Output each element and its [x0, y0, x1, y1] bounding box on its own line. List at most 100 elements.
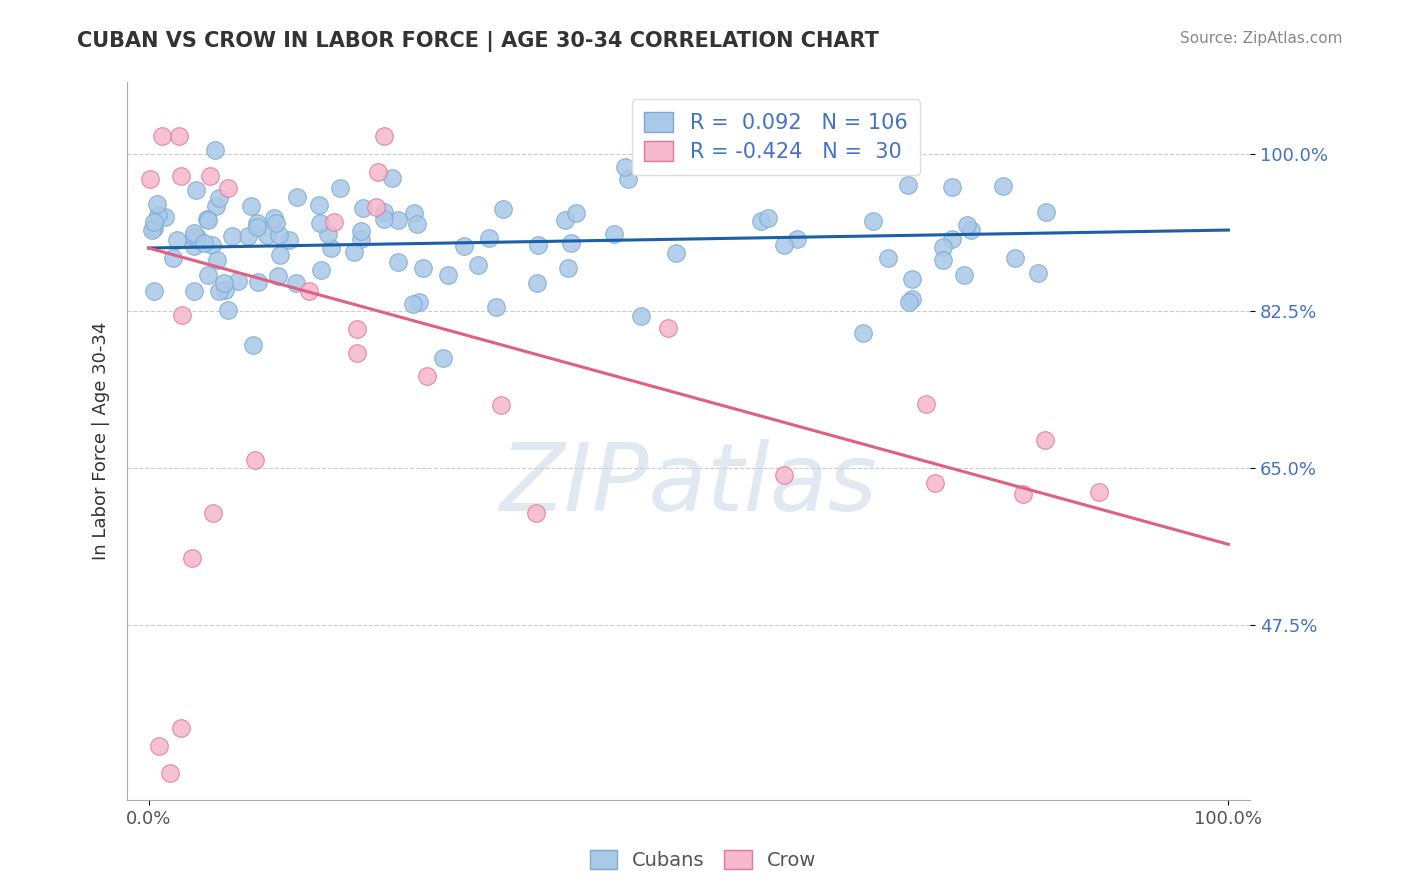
Point — [959, 223, 981, 237]
Point — [207, 284, 229, 298]
Point — [346, 322, 368, 336]
Point — [485, 300, 508, 314]
Point — [239, 199, 262, 213]
Point — [402, 297, 425, 311]
Point — [416, 368, 439, 383]
Point — [269, 247, 291, 261]
Point — [183, 284, 205, 298]
Point — [146, 208, 169, 222]
Point — [478, 231, 501, 245]
Point — [322, 215, 344, 229]
Legend: Cubans, Crow: Cubans, Crow — [582, 842, 824, 878]
Point — [876, 252, 898, 266]
Point — [467, 259, 489, 273]
Point — [198, 169, 221, 184]
Point — [183, 239, 205, 253]
Point — [264, 216, 287, 230]
Point — [183, 230, 205, 244]
Point — [373, 211, 395, 226]
Point — [204, 144, 226, 158]
Point — [617, 171, 640, 186]
Point — [321, 241, 343, 255]
Point — [256, 227, 278, 242]
Point — [139, 172, 162, 186]
Point — [526, 276, 548, 290]
Point — [217, 303, 239, 318]
Text: CUBAN VS CROW IN LABOR FORCE | AGE 30-34 CORRELATION CHART: CUBAN VS CROW IN LABOR FORCE | AGE 30-34… — [77, 31, 879, 53]
Point — [267, 228, 290, 243]
Point — [205, 252, 228, 267]
Point — [150, 128, 173, 143]
Point — [246, 216, 269, 230]
Point — [221, 229, 243, 244]
Point — [437, 268, 460, 282]
Point — [749, 214, 772, 228]
Point — [148, 739, 170, 754]
Point — [557, 260, 579, 275]
Point — [453, 238, 475, 252]
Point — [346, 346, 368, 360]
Point — [141, 223, 163, 237]
Point — [387, 255, 409, 269]
Point — [489, 398, 512, 412]
Point — [901, 292, 924, 306]
Point — [245, 220, 267, 235]
Point — [197, 212, 219, 227]
Point — [159, 766, 181, 780]
Point — [201, 238, 224, 252]
Point — [308, 198, 330, 212]
Point — [932, 252, 955, 267]
Point — [242, 338, 264, 352]
Point — [665, 245, 688, 260]
Point — [603, 227, 626, 242]
Point — [852, 326, 875, 341]
Point — [862, 213, 884, 227]
Point — [186, 182, 208, 196]
Point — [153, 210, 176, 224]
Point — [527, 238, 550, 252]
Legend: R =  0.092   N = 106, R = -0.424   N =  30: R = 0.092 N = 106, R = -0.424 N = 30 — [631, 100, 920, 175]
Point — [554, 213, 576, 227]
Point — [373, 205, 395, 219]
Point — [1033, 433, 1056, 447]
Point — [364, 200, 387, 214]
Point — [217, 181, 239, 195]
Point — [202, 506, 225, 520]
Point — [183, 226, 205, 240]
Point — [143, 221, 166, 235]
Point — [756, 211, 779, 225]
Point — [373, 128, 395, 143]
Point — [238, 229, 260, 244]
Point — [170, 169, 193, 184]
Point — [267, 269, 290, 284]
Point — [773, 237, 796, 252]
Point — [897, 178, 920, 192]
Point — [208, 191, 231, 205]
Point — [278, 233, 301, 247]
Point — [565, 205, 588, 219]
Point — [226, 274, 249, 288]
Point — [352, 201, 374, 215]
Point — [1012, 487, 1035, 501]
Point — [167, 128, 190, 143]
Point — [367, 165, 389, 179]
Point — [613, 160, 636, 174]
Point — [630, 309, 652, 323]
Point — [343, 245, 366, 260]
Point — [143, 284, 166, 298]
Point — [1004, 251, 1026, 265]
Point — [766, 152, 789, 166]
Point — [432, 351, 454, 366]
Point — [212, 276, 235, 290]
Point — [349, 231, 371, 245]
Point — [246, 275, 269, 289]
Point — [941, 232, 963, 246]
Point — [897, 295, 920, 310]
Point — [412, 261, 434, 276]
Point — [524, 506, 547, 520]
Point — [214, 283, 236, 297]
Text: ZIPatlas: ZIPatlas — [499, 439, 877, 530]
Point — [195, 211, 218, 226]
Point — [941, 180, 963, 194]
Point — [284, 276, 307, 290]
